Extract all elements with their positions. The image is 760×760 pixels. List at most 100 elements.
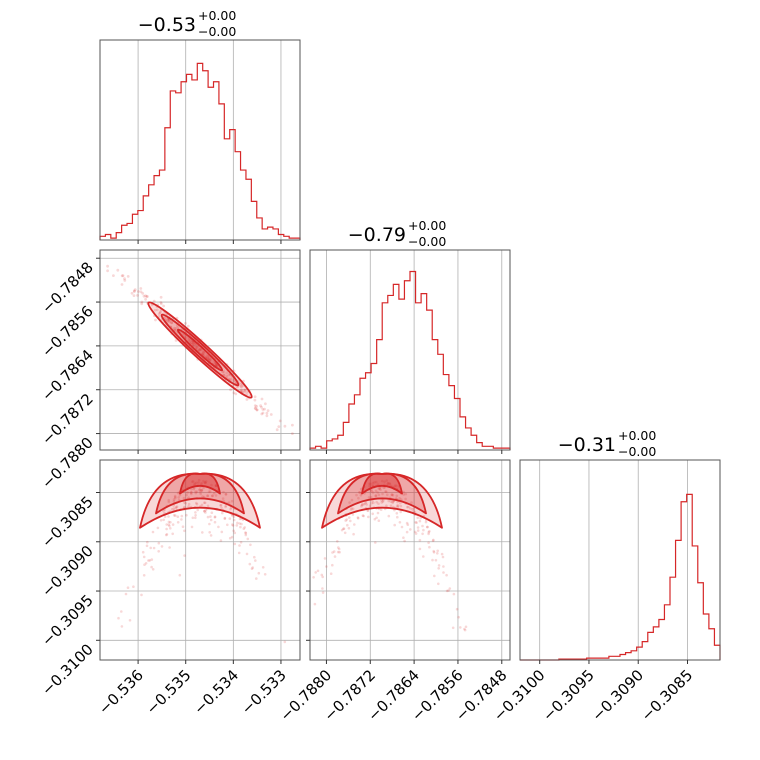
scatter-point (206, 494, 209, 498)
scatter-point (221, 511, 224, 515)
scatter-point (389, 500, 393, 504)
scatter-point (223, 516, 227, 520)
scatter-point (168, 320, 172, 324)
scatter-point (187, 502, 191, 506)
scatter-point (235, 385, 239, 389)
scatter-point (362, 514, 365, 518)
scatter-point (121, 274, 125, 277)
scatter-point (389, 504, 393, 508)
scatter-point (151, 568, 155, 571)
scatter-point (251, 566, 254, 569)
scatter-point (263, 573, 267, 576)
scatter-point (253, 398, 257, 402)
scatter-point (338, 550, 341, 554)
scatter-point (254, 407, 257, 410)
scatter-point (441, 555, 445, 559)
scatter-point (171, 532, 174, 536)
scatter-point (376, 491, 379, 494)
scatter-point (427, 530, 431, 534)
scatter-point (221, 370, 225, 374)
scatter-point (210, 511, 214, 514)
scatter-point (221, 497, 225, 500)
scatter-point (214, 484, 218, 487)
scatter-point (172, 507, 176, 510)
scatter-point (434, 558, 438, 562)
histogram-1 (309, 270, 511, 450)
scatter-point (340, 528, 344, 532)
scatter-point (249, 543, 252, 547)
scatter-point (142, 294, 146, 298)
title-value: −0.53 (138, 14, 196, 36)
scatter-point (283, 640, 287, 644)
scatter-point (390, 493, 394, 496)
scatter-point (195, 490, 199, 494)
scatter-point (163, 515, 167, 519)
scatter-point (409, 507, 412, 510)
scatter-point (291, 423, 294, 427)
scatter-point (243, 526, 246, 529)
scatter-point (445, 589, 449, 593)
scatter-point (437, 567, 441, 570)
scatter-point (261, 408, 265, 411)
scatter-point (240, 385, 243, 389)
scatter-point (229, 507, 232, 511)
scatter-point (253, 555, 256, 559)
scatter-point (191, 480, 194, 484)
scatter-point (189, 491, 193, 494)
scatter-point (112, 274, 115, 277)
scatter-point (165, 523, 168, 526)
scatter-point (172, 514, 176, 517)
scatter-point (265, 414, 269, 418)
scatter-point (174, 514, 177, 517)
scatter-point (236, 521, 239, 525)
scatter-point (159, 295, 163, 299)
scatter-point (183, 505, 186, 509)
scatter-point (200, 481, 203, 485)
scatter-point (375, 480, 378, 484)
scatter-point (194, 511, 197, 514)
scatter-point (398, 521, 402, 524)
scatter-point (379, 508, 383, 512)
scatter-point (312, 576, 315, 579)
scatter-point (128, 619, 132, 622)
scatter-point (422, 555, 425, 558)
scatter-point (382, 499, 385, 502)
scatter-point (368, 484, 371, 488)
scatter-point (190, 491, 193, 494)
title-lower-error: −0.00 (198, 24, 236, 39)
scatter-point (371, 499, 374, 503)
scatter-point (457, 615, 460, 619)
scatter-point (459, 626, 462, 629)
scatter-point (404, 497, 407, 501)
scatter-point (390, 493, 394, 497)
scatter-point (463, 627, 466, 631)
scatter-point (191, 480, 195, 483)
scatter-point (143, 563, 146, 566)
scatter-point (371, 491, 375, 494)
scatter-point (374, 489, 378, 493)
scatter-point (348, 516, 351, 519)
parameter-title-1: −0.79 +0.00−0.00 (348, 218, 447, 249)
scatter-point (398, 497, 401, 500)
scatter-point (356, 517, 360, 520)
scatter-point (165, 527, 168, 531)
scatter-point (170, 507, 174, 511)
scatter-point (245, 552, 249, 556)
scatter-point (117, 616, 120, 620)
scatter-point (381, 500, 385, 503)
scatter-point (452, 592, 456, 596)
scatter-point (201, 531, 204, 534)
scatter-point (171, 523, 175, 526)
scatter-point (360, 503, 364, 507)
scatter-point (235, 524, 239, 527)
scatter-point (463, 628, 467, 632)
scatter-point (232, 529, 235, 533)
scatter-point (224, 504, 228, 508)
scatter-point (245, 398, 249, 401)
scatter-point (422, 528, 425, 532)
scatter-point (222, 370, 226, 373)
scatter-point (266, 409, 270, 412)
scatter-point (228, 517, 232, 520)
scatter-point (194, 514, 197, 517)
